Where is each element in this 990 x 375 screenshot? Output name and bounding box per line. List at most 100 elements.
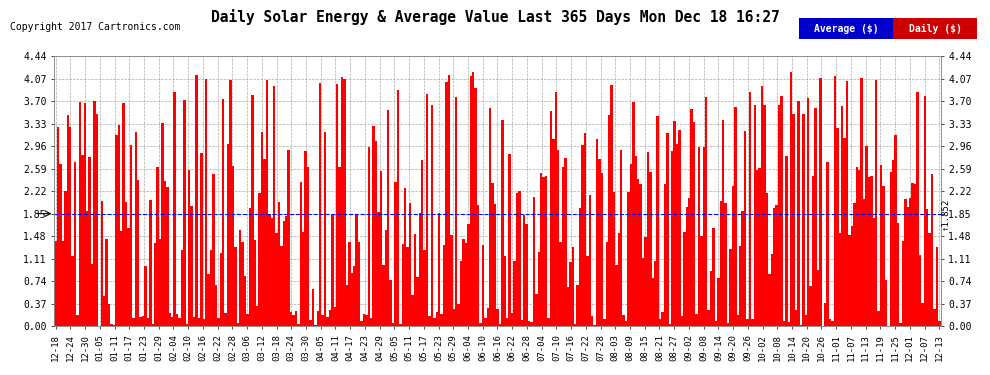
Bar xyxy=(275,233,278,326)
Bar xyxy=(819,78,822,326)
Bar xyxy=(307,167,309,326)
Text: ↑1.852: ↑1.852 xyxy=(940,198,949,230)
Bar xyxy=(389,280,392,326)
Bar xyxy=(76,315,79,326)
Bar xyxy=(543,177,545,326)
Bar xyxy=(108,304,110,326)
Bar xyxy=(743,131,746,326)
Bar xyxy=(557,150,559,326)
Bar xyxy=(644,237,646,326)
Bar xyxy=(319,83,322,326)
Bar xyxy=(569,262,571,326)
Bar xyxy=(327,317,329,326)
Bar xyxy=(671,152,673,326)
Bar xyxy=(336,84,339,326)
Bar xyxy=(518,191,521,326)
Bar xyxy=(280,246,282,326)
Bar xyxy=(210,251,212,326)
Bar xyxy=(176,314,178,326)
Bar xyxy=(845,81,848,326)
Bar xyxy=(472,72,474,326)
Bar xyxy=(334,307,336,326)
Bar xyxy=(848,236,850,326)
Bar xyxy=(693,122,695,326)
Bar xyxy=(190,206,193,326)
Bar xyxy=(720,201,722,326)
Bar xyxy=(916,92,919,326)
Bar xyxy=(457,304,459,326)
Bar xyxy=(287,150,290,326)
Bar xyxy=(584,133,586,326)
Bar xyxy=(469,76,472,326)
Bar xyxy=(843,138,845,326)
Bar xyxy=(260,132,263,326)
Bar xyxy=(285,216,287,326)
Bar xyxy=(606,242,608,326)
Bar xyxy=(258,193,260,326)
Bar xyxy=(91,264,93,326)
Bar xyxy=(128,228,130,326)
Bar xyxy=(649,172,651,326)
Bar xyxy=(370,318,372,326)
Bar xyxy=(805,315,807,326)
Bar xyxy=(574,324,576,326)
Bar xyxy=(399,324,402,326)
Bar xyxy=(705,96,708,326)
Bar xyxy=(375,141,377,326)
Bar xyxy=(549,111,552,326)
Text: Daily Solar Energy & Average Value Last 365 Days Mon Dec 18 16:27: Daily Solar Energy & Average Value Last … xyxy=(211,9,779,26)
Bar xyxy=(203,319,205,326)
Bar xyxy=(130,145,132,326)
Bar xyxy=(96,114,98,326)
Bar xyxy=(661,312,663,326)
Bar xyxy=(239,230,242,326)
Bar xyxy=(317,311,319,326)
Bar xyxy=(71,256,74,326)
Bar xyxy=(559,242,561,326)
Bar xyxy=(785,156,788,326)
Bar xyxy=(633,102,635,326)
Bar xyxy=(902,241,904,326)
Bar xyxy=(103,296,105,326)
Bar xyxy=(727,323,730,326)
Bar xyxy=(416,277,419,326)
Bar xyxy=(438,213,441,326)
Bar xyxy=(309,320,312,326)
Bar xyxy=(929,233,931,326)
Bar xyxy=(88,157,91,326)
Bar xyxy=(768,274,770,326)
Bar xyxy=(921,303,924,326)
Bar xyxy=(227,144,230,326)
Bar xyxy=(817,270,819,326)
Bar xyxy=(773,208,775,326)
Bar xyxy=(282,221,285,326)
Bar xyxy=(74,162,76,326)
Bar xyxy=(715,321,717,326)
Bar xyxy=(135,132,137,326)
Bar xyxy=(894,135,897,326)
Bar xyxy=(154,243,156,326)
Bar xyxy=(499,324,501,326)
Bar xyxy=(907,207,909,326)
Bar xyxy=(829,319,832,326)
Bar xyxy=(414,234,416,326)
Bar xyxy=(195,75,198,326)
Bar xyxy=(758,168,761,326)
Bar xyxy=(673,120,676,326)
Bar xyxy=(717,278,720,326)
Bar xyxy=(839,233,841,326)
Bar xyxy=(161,123,163,326)
Bar xyxy=(656,116,659,326)
Bar xyxy=(538,252,540,326)
Bar xyxy=(474,87,477,326)
Bar xyxy=(526,224,528,326)
Bar xyxy=(101,201,103,326)
Bar xyxy=(140,317,142,326)
Bar xyxy=(256,306,258,326)
Bar xyxy=(491,183,494,326)
Bar xyxy=(919,255,921,326)
Bar xyxy=(544,176,547,326)
Bar xyxy=(875,81,877,326)
Bar xyxy=(800,325,802,326)
Bar xyxy=(700,236,703,326)
